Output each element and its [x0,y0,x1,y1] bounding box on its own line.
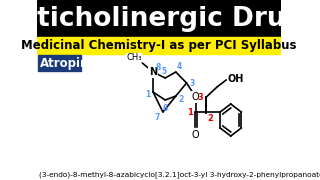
Bar [37,0,281,37]
Text: 4: 4 [177,62,182,71]
Text: 1: 1 [188,107,193,116]
Text: 8: 8 [156,62,161,71]
Text: 7: 7 [155,112,160,122]
Text: 3: 3 [189,78,195,87]
Text: O: O [192,92,199,102]
Text: 2: 2 [179,94,184,103]
Text: N: N [149,67,157,77]
Text: Medicinal Chemistry-I as per PCI Syllabus: Medicinal Chemistry-I as per PCI Syllabu… [21,39,297,52]
Text: 2: 2 [207,114,213,123]
Text: 3: 3 [197,93,203,102]
Text: CH₃: CH₃ [126,53,141,62]
Text: Anticholinergic Drugs: Anticholinergic Drugs [0,6,320,32]
Text: 6: 6 [163,103,168,112]
Text: OH: OH [228,74,244,84]
Text: 1: 1 [145,89,150,98]
Bar [38,55,81,71]
Text: O: O [192,130,199,140]
Text: (3-endo)-8-methyl-8-azabicyclo[3.2.1]oct-3-yl 3-hydroxy-2-phenylpropanoate: (3-endo)-8-methyl-8-azabicyclo[3.2.1]oct… [39,172,320,178]
Text: Atropine: Atropine [40,57,98,69]
Bar [37,37,281,54]
Text: 5: 5 [161,66,166,75]
